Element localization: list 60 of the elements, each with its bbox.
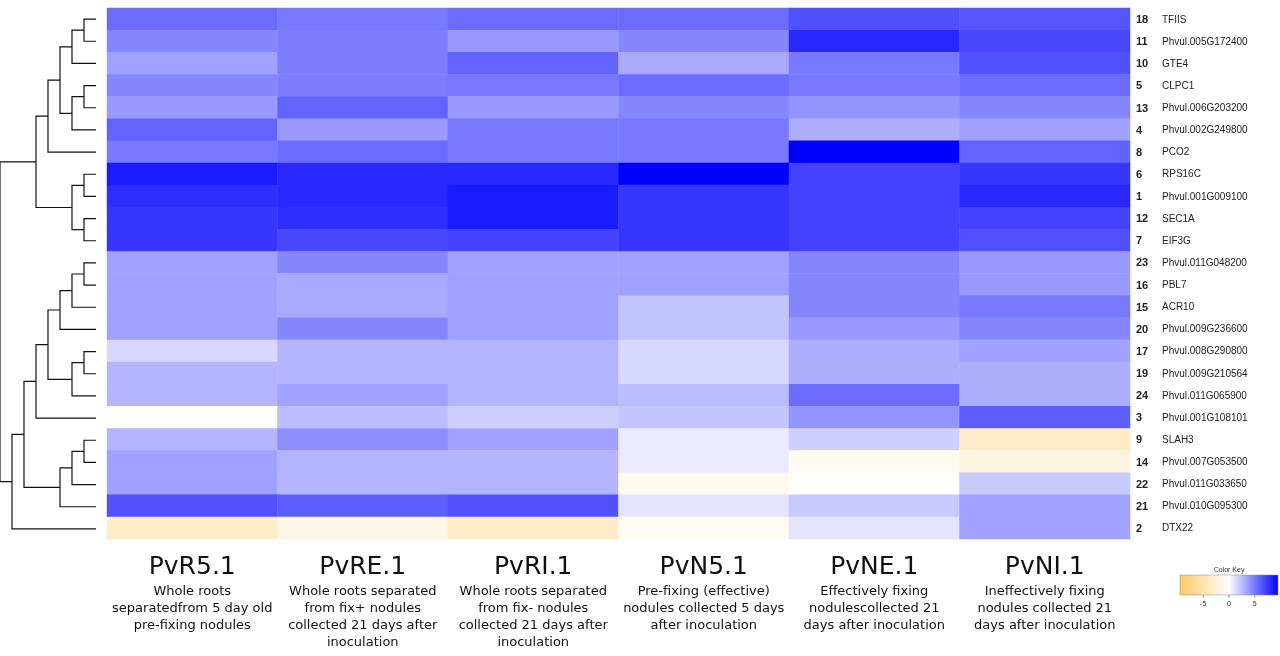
y2-tick-label: CLPC1	[1162, 79, 1195, 91]
text: Effectively fixing nodulescollected 21 days after inoculation	[802, 582, 946, 633]
y-tick-label: 23	[1136, 256, 1149, 269]
y-tick-label: 19	[1136, 367, 1149, 380]
y2-tick-label: PCO2	[1162, 146, 1190, 158]
y2-tick-label: Phvul.005G172400	[1162, 35, 1249, 47]
y-tick-label: 17	[1136, 344, 1149, 357]
y-tick-label: 22	[1136, 477, 1149, 490]
y2-tick-label: Phvul.001G108101	[1162, 411, 1249, 423]
y2-tick-label: GTE4	[1162, 57, 1189, 69]
y-tick-label: 24	[1136, 389, 1150, 402]
y-tick-label: 11	[1136, 35, 1148, 48]
y2-tick-label: Phvul.011G065900	[1162, 389, 1248, 401]
y-tick-label: 6	[1136, 167, 1143, 180]
y-tick-label: 3	[1136, 411, 1143, 424]
y2-tick-label: SLAH3	[1162, 433, 1195, 445]
y2-tick-label: Phvul.001G009100	[1162, 190, 1249, 202]
y2-tick-label: Phvul.007G053500	[1162, 456, 1249, 468]
y-tick-label: 7	[1136, 234, 1143, 247]
x-tick-label: PvR5.1	[148, 551, 236, 580]
y2-tick-label: ACR10	[1162, 301, 1195, 313]
y2-tick-label: Phvul.009G236600	[1162, 323, 1249, 335]
y2-tick-label: DTX22	[1162, 522, 1194, 534]
y2-tick-label: Phvul.009G210564	[1162, 367, 1249, 379]
x-tick-label: PvRI.1	[494, 551, 573, 580]
y-tick-label: 2	[1136, 521, 1143, 534]
text: Whole roots separated from fix- nodules collected 21 days after inoculation	[457, 582, 609, 650]
y2-tick-label: RPS16C	[1162, 168, 1201, 180]
x-tick-label: PvRE.1	[319, 551, 407, 580]
y2-tick-label: EIF3G	[1162, 234, 1192, 246]
y-tick-label: 18	[1136, 13, 1149, 26]
text: Whole roots separated from fix+ nodules collected 21 days after inoculation	[287, 582, 439, 650]
y-tick-label: 1	[1136, 190, 1143, 203]
x-tick-label: PvNE.1	[830, 551, 919, 580]
y-tick-label: 20	[1136, 322, 1149, 335]
y2-tick-label: SEC1A	[1162, 212, 1196, 224]
y2-tick-label: Phvul.011G048200	[1162, 256, 1248, 268]
y-tick-label: 9	[1136, 433, 1143, 446]
y2-tick-label: TFIIS	[1162, 13, 1187, 25]
y-tick-label: 15	[1136, 300, 1149, 313]
y-tick-label: 8	[1136, 145, 1143, 158]
y-tick-label: 5	[1136, 79, 1143, 92]
y2-tick-label: Phvul.011G033650	[1162, 478, 1248, 490]
y2-tick-label: Phvul.006G203200	[1162, 102, 1249, 114]
text: Whole roots separatedfrom 5 day old pre-fixing nodules	[111, 582, 274, 633]
x-tick-label: PvNI.1	[1004, 551, 1085, 580]
y-tick-label: 13	[1136, 101, 1149, 114]
y2-tick-label: PBL7	[1162, 279, 1187, 291]
text: Ineffectively fixing nodules collected 21 days after inoculation	[973, 582, 1117, 633]
y2-tick-label: Phvul.008G290800	[1162, 345, 1249, 357]
y2-tick-label: Phvul.010G095300	[1162, 500, 1249, 512]
y2-tick-label: Phvul.002G249800	[1162, 124, 1249, 136]
y-tick-label: 16	[1136, 278, 1149, 291]
y-tick-label: 4	[1136, 123, 1143, 136]
y-tick-label: 10	[1136, 57, 1149, 70]
y-tick-label: 12	[1136, 212, 1149, 225]
text: Pre-fixing (effective) nodules collected 5 days after inoculation	[622, 582, 786, 633]
y-tick-label: 14	[1136, 455, 1150, 468]
x-tick-label: PvN5.1	[659, 551, 748, 580]
y-tick-label: 21	[1136, 499, 1149, 512]
